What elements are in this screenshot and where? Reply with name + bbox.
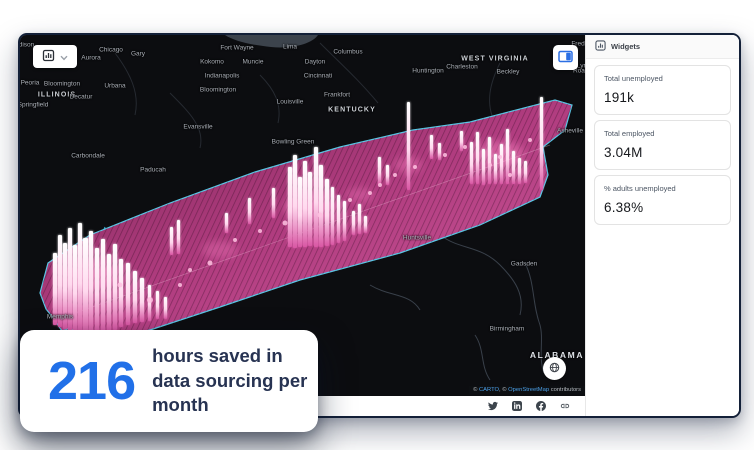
widget-value: 3.04M bbox=[604, 145, 643, 160]
widget-card: Total unemployed 191k bbox=[594, 65, 731, 115]
panel-toggle-button[interactable] bbox=[553, 45, 578, 70]
stat-caption: hours saved in data sourcing per month bbox=[152, 344, 308, 416]
facebook-icon[interactable] bbox=[535, 401, 546, 412]
widget-value: 191k bbox=[604, 90, 635, 105]
chart-widget-icon bbox=[42, 49, 55, 65]
chevron-down-icon bbox=[60, 49, 68, 64]
stat-card: 216 hours saved in data sourcing per mon… bbox=[20, 330, 318, 432]
stat-number: 216 bbox=[48, 351, 136, 411]
map-visualization bbox=[20, 35, 585, 396]
carto-link[interactable]: CARTO bbox=[478, 387, 500, 393]
widget-value: 6.38% bbox=[604, 200, 644, 215]
layer-selector-button[interactable] bbox=[33, 45, 77, 68]
openstreetmap-link[interactable]: OpenStreetMap bbox=[508, 387, 550, 393]
widgets-panel: Widgets Total unemployed 191k Total employ… bbox=[585, 35, 739, 416]
widgets-list: Total unemployed 191k Total employed 3.04M%… bbox=[586, 59, 739, 231]
map-attribution: © CARTO, © OpenStreetMap contributors bbox=[469, 386, 585, 394]
widget-label: Total unemployed bbox=[604, 74, 663, 83]
widget-label: Total employed bbox=[604, 129, 655, 138]
widgets-header[interactable]: Widgets bbox=[586, 35, 739, 59]
twitter-icon[interactable] bbox=[487, 401, 498, 412]
attribution-toggle-button[interactable] bbox=[543, 357, 566, 380]
link-icon[interactable] bbox=[559, 401, 570, 412]
globe-icon bbox=[549, 361, 560, 376]
linkedin-icon[interactable] bbox=[511, 401, 522, 412]
widget-card: Total employed 3.04M bbox=[594, 120, 731, 170]
panel-toggle-icon bbox=[558, 50, 573, 66]
widget-card: % adults unemployed 6.38% bbox=[594, 175, 731, 225]
widget-label: % adults unemployed bbox=[604, 184, 676, 193]
widgets-title: Widgets bbox=[611, 42, 641, 51]
widgets-icon bbox=[595, 38, 606, 56]
